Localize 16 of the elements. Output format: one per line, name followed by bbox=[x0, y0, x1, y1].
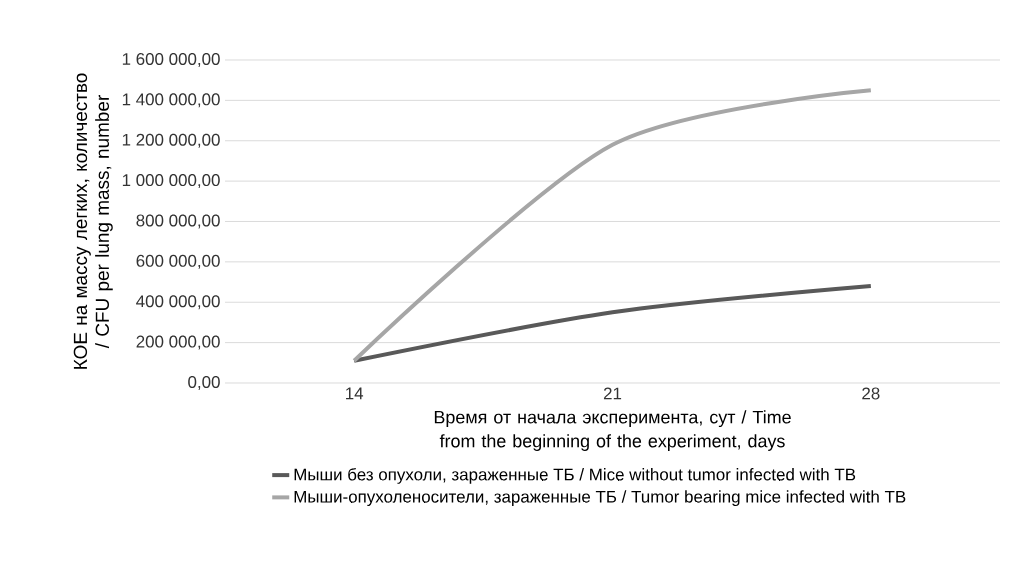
y-tick-label: 400 000,00 bbox=[136, 295, 220, 310]
x-tick-label: 21 bbox=[603, 387, 622, 400]
y-tick-label: 200 000,00 bbox=[136, 335, 220, 350]
legend-label: Мыши-опухоленосители, зараженные ТБ / Tumor bearing mice infected with TB bbox=[294, 490, 906, 507]
legend-label: Мыши без опухоли, зараженные ТБ / Mice without tumor infected with TB bbox=[294, 467, 856, 484]
y-tick-label: 1 000 000,00 bbox=[122, 174, 220, 189]
y-tick-label: 1 600 000,00 bbox=[122, 52, 220, 67]
x-tick-label: 28 bbox=[862, 387, 880, 400]
x-tick-label: 14 bbox=[346, 387, 364, 400]
x-axis-title: Время от начала эксперимента, сут / Time from the beginning of the experiment, days bbox=[434, 410, 791, 451]
y-tick-label: 0,00 bbox=[188, 375, 220, 390]
y-axis-title: КОЕ на массу легких, количество / CFU per lung mass, number bbox=[73, 73, 113, 369]
y-tick-label: 800 000,00 bbox=[136, 214, 220, 229]
y-tick-label: 600 000,00 bbox=[136, 254, 220, 269]
y-tick-label: 1 200 000,00 bbox=[122, 133, 220, 148]
y-tick-label: 1 400 000,00 bbox=[122, 93, 220, 108]
